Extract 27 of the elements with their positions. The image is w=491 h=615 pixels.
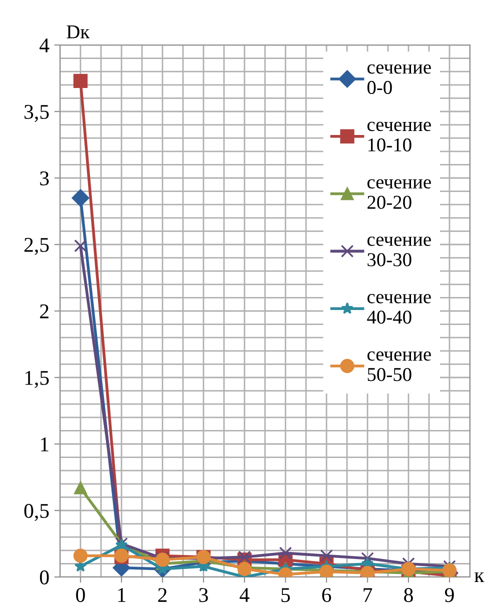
y-axis-title: Dк [66,25,90,38]
y-tick-label: 4 [40,38,50,52]
x-tick-label: 3 [199,588,208,602]
legend-label: сечение 10-10 [367,122,431,152]
x-axis-title: к [474,572,484,582]
x-tick-label: 0 [76,588,85,602]
legend-label: сечение 20-20 [367,179,431,209]
y-tick-label: 1 [41,437,48,452]
x-tick-label: 7 [364,588,372,602]
legend-label: сечение 50-50 [367,351,431,382]
y-tick-label: 3 [40,171,49,186]
x-tick-label: 5 [282,588,290,602]
x-tick-label: 9 [444,588,454,602]
x-tick-label: 1 [118,588,126,602]
legend-label: сечение 30-30 [367,236,431,266]
y-tick-label: 1,5 [25,370,49,388]
y-tick-label: 2,5 [24,238,49,255]
y-tick-label: 0,5 [24,504,49,521]
x-tick-label: 4 [240,588,250,602]
x-tick-label: 8 [404,588,413,602]
y-tick-label: 0 [40,570,49,584]
x-tick-label: 6 [322,588,332,602]
y-tick-label: 2 [40,304,48,318]
legend-label: сечение 40-40 [367,294,431,324]
x-tick-label: 2 [158,588,167,602]
y-tick-label: 3,5 [24,104,49,122]
legend-label: сечение 0-0 [367,64,431,94]
